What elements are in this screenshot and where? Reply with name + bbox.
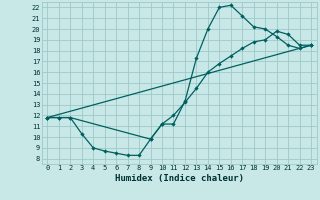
X-axis label: Humidex (Indice chaleur): Humidex (Indice chaleur) (115, 174, 244, 183)
